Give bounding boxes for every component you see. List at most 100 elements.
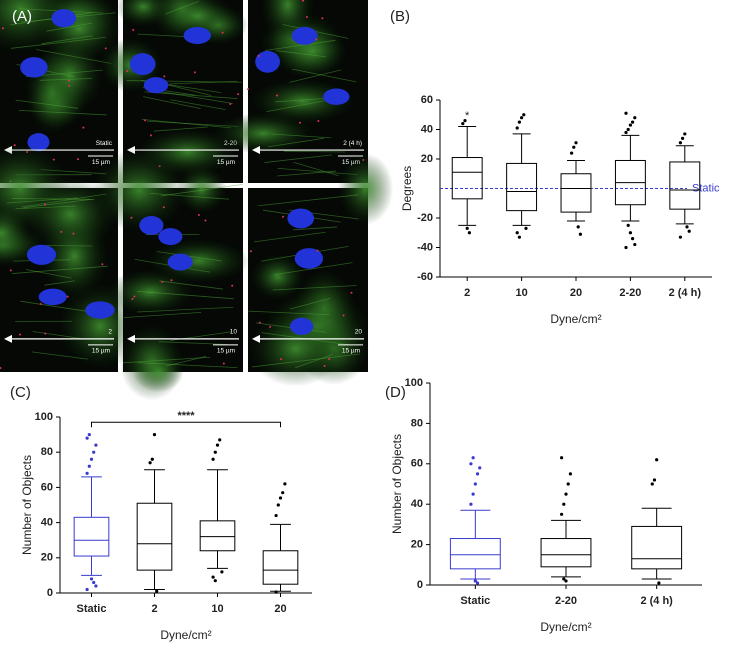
red-puncta — [126, 70, 129, 73]
actin-fiber — [158, 341, 228, 345]
actin-fiber — [273, 262, 353, 276]
red-puncta — [204, 219, 207, 222]
red-puncta — [82, 126, 85, 129]
outlier — [562, 577, 566, 581]
outlier — [572, 145, 576, 149]
actin-fiber — [15, 205, 76, 210]
cell-body — [160, 0, 235, 39]
y-tick-label: 80 — [411, 417, 423, 429]
actin-fiber — [272, 285, 357, 291]
y-tick-label: 20 — [41, 552, 53, 564]
red-puncta — [193, 71, 196, 74]
actin-fiber — [15, 99, 79, 109]
actin-fiber — [267, 137, 325, 148]
micrograph: 2 15 µm — [0, 143, 143, 372]
outlier — [576, 225, 580, 229]
x-tick-label: 20 — [274, 603, 286, 615]
x-tick-label: Static — [77, 603, 107, 615]
actin-fiber — [41, 35, 94, 45]
x-tick-label: 2-20 — [619, 287, 641, 299]
outlier — [471, 492, 475, 496]
red-puncta — [9, 269, 12, 272]
x-tick-label: 10 — [211, 603, 223, 615]
outlier — [465, 226, 469, 230]
outlier — [578, 232, 583, 236]
outlier — [652, 478, 657, 482]
red-puncta — [328, 358, 331, 361]
red-puncta — [43, 203, 46, 206]
x-tick-label: 2 — [151, 603, 157, 615]
outlier — [631, 237, 635, 241]
actin-fiber — [144, 91, 238, 99]
red-puncta — [305, 16, 308, 19]
outlier — [564, 492, 568, 496]
box — [136, 502, 173, 571]
actin-fiber — [6, 197, 78, 204]
y-tick-label: 40 — [421, 123, 433, 135]
red-puncta — [237, 93, 240, 96]
outlier — [278, 496, 283, 500]
y-tick-label: 100 — [35, 411, 53, 423]
scale-label: 15 µm — [217, 348, 235, 355]
outlier — [678, 141, 683, 145]
cell-body — [0, 205, 31, 262]
red-puncta — [39, 303, 42, 306]
outlier — [213, 450, 217, 454]
red-puncta — [315, 38, 318, 41]
red-puncta — [269, 325, 272, 328]
box — [506, 162, 538, 212]
outlier — [522, 113, 526, 117]
outlier — [626, 127, 630, 132]
outlier — [685, 225, 689, 229]
outlier — [687, 229, 691, 233]
red-puncta — [66, 295, 69, 298]
flow-arrowhead — [252, 146, 260, 155]
scale-label: 15 µm — [342, 348, 360, 355]
outlier — [562, 502, 566, 506]
outlier — [473, 579, 477, 583]
red-puncta — [197, 213, 200, 216]
nucleus — [255, 50, 280, 73]
outlier — [220, 570, 224, 574]
cell-body — [175, 164, 228, 214]
red-puncta — [130, 216, 133, 219]
outlier — [152, 433, 157, 437]
outlier — [560, 456, 564, 460]
outlier — [283, 482, 287, 486]
actin-fiber — [293, 226, 338, 231]
outlier — [475, 472, 480, 476]
outlier — [624, 111, 628, 115]
actin-fiber — [10, 12, 93, 26]
actin-fiber — [36, 49, 112, 64]
actin-fiber — [20, 300, 93, 313]
outlier — [478, 466, 482, 470]
red-puncta — [323, 364, 326, 367]
panel-label: (B) — [390, 8, 410, 25]
condition-label: Static — [96, 140, 113, 147]
outlier — [633, 116, 637, 120]
outlier — [631, 120, 635, 124]
actin-fiber — [258, 194, 359, 207]
red-puncta — [133, 295, 136, 298]
actin-fiber — [160, 183, 243, 197]
red-puncta — [144, 119, 147, 122]
outlier — [650, 482, 654, 486]
actin-fiber — [156, 90, 233, 104]
outlier — [85, 436, 89, 440]
actin-fiber — [283, 150, 346, 153]
red-puncta — [162, 206, 165, 209]
box — [262, 550, 299, 585]
y-axis-title: Number of Objects — [390, 434, 404, 534]
outlier — [463, 119, 467, 123]
outlier — [211, 575, 215, 579]
actin-fiber — [11, 36, 106, 49]
outlier — [155, 589, 159, 593]
nucleus — [85, 301, 115, 319]
outlier — [657, 581, 661, 585]
outlier — [624, 130, 628, 135]
outlier — [515, 126, 519, 130]
cell-body — [248, 311, 343, 387]
outlier — [87, 464, 91, 468]
x-axis-title: Dyne/cm² — [160, 628, 211, 642]
outlier — [150, 457, 154, 461]
